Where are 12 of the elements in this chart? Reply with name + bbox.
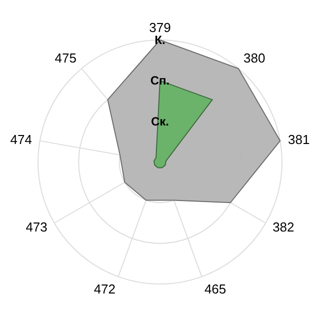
y-tick-label: Ск. (150, 114, 170, 128)
spoke-label: 379 (149, 20, 171, 35)
spoke-label: 465 (204, 281, 226, 296)
y-tick-label: Сп. (150, 74, 170, 88)
spoke-label: 474 (10, 132, 32, 148)
spoke-label: 472 (94, 281, 116, 296)
y-tick-label: К. (154, 33, 166, 47)
spoke-label: 473 (26, 220, 48, 235)
spoke-label: 381 (288, 132, 310, 148)
spoke-label: 475 (54, 50, 76, 66)
spoke-label: 382 (272, 220, 294, 235)
spoke-label: 380 (244, 50, 266, 66)
